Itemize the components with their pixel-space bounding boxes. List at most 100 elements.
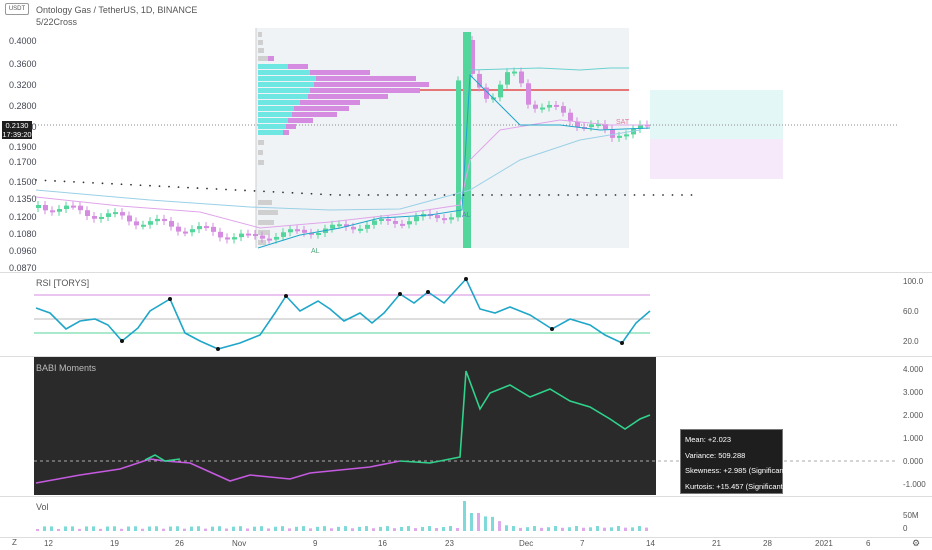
stat-variance: Variance: 509.288 — [685, 450, 746, 460]
volume-bar — [582, 527, 585, 531]
candle — [449, 217, 454, 220]
candle — [337, 224, 342, 227]
volume-bar — [302, 526, 305, 531]
volume-bar — [64, 526, 67, 531]
volume-bar — [449, 526, 452, 531]
volume-bar — [638, 526, 641, 531]
al-marker-2: AL — [462, 212, 471, 219]
stat-kurtosis: Kurtosis: +15.457 (Significant) — [685, 481, 786, 491]
volume-bar — [204, 528, 207, 531]
rsi-title[interactable]: RSI [TORYS] — [36, 278, 90, 288]
volume-bar — [533, 526, 536, 531]
trail-dot — [168, 185, 170, 188]
profile-bar — [258, 94, 308, 99]
volume-bar — [71, 526, 74, 531]
volume-bar — [57, 528, 60, 531]
volume-bar — [295, 526, 298, 531]
profile-bar — [258, 70, 310, 75]
zoom-reset-button[interactable]: Z — [12, 538, 17, 547]
trail-dot — [120, 183, 123, 186]
candle — [281, 232, 286, 237]
price-pane[interactable]: SAT AL AL — [0, 0, 898, 270]
volume-bar — [134, 526, 137, 531]
volume-bar — [617, 526, 620, 531]
candle — [288, 229, 293, 233]
volume-profile — [258, 32, 429, 245]
candle — [372, 220, 377, 225]
candle — [526, 83, 531, 105]
candle — [386, 218, 391, 221]
volume-bar — [50, 526, 53, 531]
moments-line — [144, 454, 181, 462]
candle — [316, 232, 321, 235]
stat-mean: Mean: +2.023 — [685, 435, 732, 444]
candle — [64, 205, 69, 210]
trail-dot — [54, 180, 56, 182]
trail-dot — [690, 194, 693, 196]
candle — [43, 205, 48, 211]
volume-bar — [211, 526, 214, 531]
trail-dot — [215, 188, 218, 190]
volume-bar — [316, 526, 319, 531]
trail-dot — [548, 194, 550, 196]
candle — [218, 231, 223, 238]
volume-bar — [239, 526, 242, 531]
symbol-badge[interactable]: USDT — [5, 3, 29, 15]
trail-dot — [510, 194, 512, 196]
volume-bar — [477, 513, 480, 531]
volume-bar — [512, 526, 515, 531]
volume-bar — [442, 527, 445, 531]
volume-bar — [463, 501, 466, 531]
trail-dot — [567, 194, 569, 196]
profile-bar — [258, 106, 294, 111]
volume-bar — [225, 528, 228, 531]
ma-line — [35, 119, 650, 229]
candle — [253, 234, 258, 237]
sat-marker: SAT — [616, 119, 630, 126]
candle — [197, 226, 202, 230]
trail-dot — [652, 194, 655, 196]
candle — [498, 84, 503, 98]
profile-bar — [258, 150, 263, 155]
candle — [190, 229, 195, 233]
moments-stats-box: Mean: +2.023 Variance: 509.288 Skewness:… — [680, 429, 788, 494]
volume-bar — [526, 527, 529, 531]
profile-bar — [268, 56, 274, 61]
candle — [274, 236, 279, 240]
volume-bar — [379, 526, 382, 531]
volume-bar — [281, 526, 284, 531]
trail-dot — [481, 194, 484, 196]
candle — [365, 224, 370, 229]
volume-bar — [596, 526, 599, 531]
rsi-pane[interactable] — [0, 273, 898, 355]
candle — [617, 135, 622, 138]
trail-dot — [234, 189, 237, 191]
volume-bar — [330, 528, 333, 531]
candle — [78, 205, 83, 211]
trail-dot — [624, 194, 626, 196]
candle — [393, 220, 398, 224]
trail-dot — [529, 194, 531, 196]
candle — [505, 72, 510, 85]
candle — [407, 221, 412, 225]
trail-dot — [320, 193, 322, 196]
candle — [239, 233, 244, 238]
volume-bar — [344, 526, 347, 531]
settings-gear-icon[interactable]: ⚙ — [912, 538, 921, 548]
indicator-label[interactable]: 5/22Cross — [36, 17, 78, 27]
moments-title[interactable]: BABI Moments — [36, 363, 97, 373]
volume-pane[interactable] — [0, 497, 898, 537]
vol-title[interactable]: Vol — [36, 502, 49, 512]
volume-bar — [253, 526, 256, 531]
candle — [512, 71, 517, 74]
candle — [134, 221, 139, 226]
vol-axis: 50M 0 — [903, 511, 919, 533]
candle — [169, 221, 174, 227]
profile-bar — [258, 124, 286, 129]
al-marker-1: AL — [311, 248, 320, 255]
candle — [456, 80, 461, 218]
profile-bar — [310, 70, 370, 75]
trail-dot — [272, 190, 275, 193]
trail-dot — [73, 181, 75, 183]
trail-dot — [358, 194, 360, 196]
